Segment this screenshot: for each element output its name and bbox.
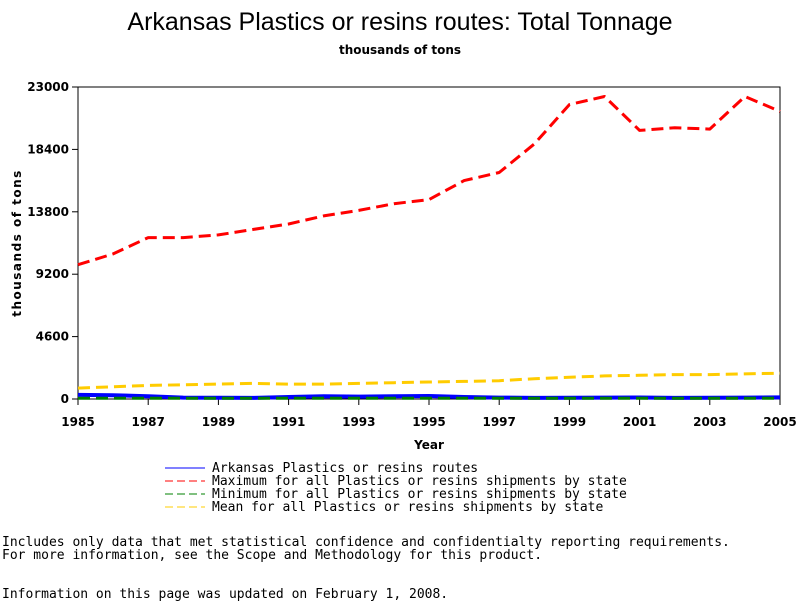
plot-area	[77, 86, 781, 400]
legend-label: Minimum for all Plastics or resins shipm…	[212, 487, 627, 502]
x-tick-label: 1991	[272, 415, 305, 429]
legend-label: Maximum for all Plastics or resins shipm…	[212, 474, 627, 489]
x-tick-label: 1985	[61, 415, 94, 429]
legend-label: Mean for all Plastics or resins shipment…	[212, 500, 604, 515]
x-axis-label: Year	[413, 438, 444, 452]
y-tick-label: 23000	[27, 80, 69, 94]
y-axis: 0 4600 9200 13800 18400 23000	[27, 80, 78, 406]
x-axis: 1985 1987 1989 1991 1993 1995 1997 1999 2001 2003…	[61, 399, 797, 429]
y-tick-label: 9200	[36, 267, 69, 281]
x-tick-label: 2001	[623, 415, 656, 429]
x-tick-label: 2005	[763, 415, 796, 429]
y-axis-label: thousands of tons	[10, 169, 24, 317]
y-tick-label: 4600	[36, 330, 69, 344]
x-tick-label: 1995	[412, 415, 445, 429]
note-confidentiality: Includes only data that met statistical …	[2, 535, 730, 550]
note-updated: Information on this page was updated on …	[2, 587, 449, 602]
x-tick-label: 1989	[202, 415, 235, 429]
y-tick-label: 18400	[27, 142, 69, 156]
x-tick-label: 1997	[482, 415, 515, 429]
y-tick-label: 13800	[27, 205, 69, 219]
x-tick-label: 2003	[693, 415, 726, 429]
chart-subtitle: thousands of tons	[339, 43, 461, 57]
note-methodology: For more information, see the Scope and …	[2, 548, 543, 563]
legend-label: Arkansas Plastics or resins routes	[212, 461, 478, 476]
series-layer	[77, 95, 781, 400]
series-line-mean	[77, 371, 781, 390]
x-tick-label: 1993	[342, 415, 375, 429]
chart-title: Arkansas Plastics or resins routes: Tota…	[127, 8, 672, 36]
x-tick-label: 1999	[553, 415, 586, 429]
legend: Arkansas Plastics or resins routesMaximu…	[165, 461, 627, 515]
x-tick-label: 1987	[131, 415, 164, 429]
y-tick-label: 0	[61, 392, 69, 406]
series-line-maximum	[77, 95, 781, 267]
